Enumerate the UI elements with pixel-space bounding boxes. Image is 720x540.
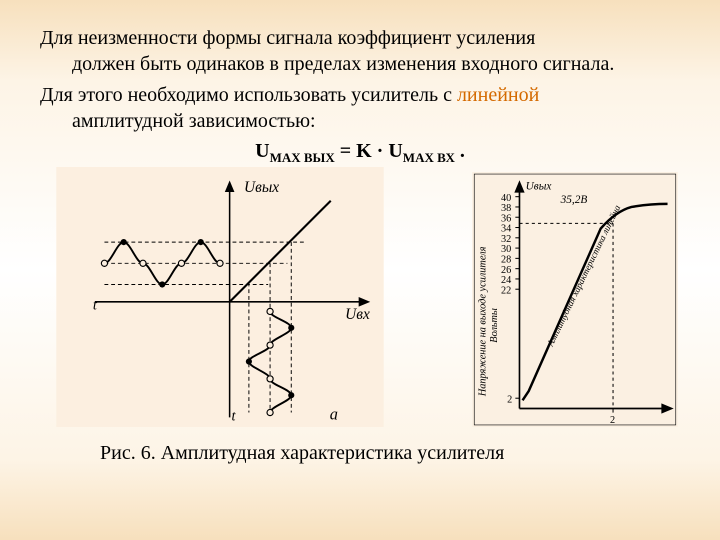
out-marker-open xyxy=(178,261,184,267)
in-marker-open xyxy=(267,376,273,382)
in-marker-fill xyxy=(246,359,252,365)
out-marker-open xyxy=(140,261,146,267)
x-label: Uвх xyxy=(345,307,370,324)
formula-sub-in: МАХ ВХ xyxy=(403,150,455,165)
y-label: Uвых xyxy=(244,179,279,196)
ytick-2-label: 2 xyxy=(507,395,512,406)
formula-eq: = K · xyxy=(335,140,389,162)
para2-rest: амплитудной зависимостью: xyxy=(40,109,680,135)
figure-row: Uвых Uвх t t а 40 xyxy=(40,172,680,432)
formula-U2: U xyxy=(388,140,402,162)
paragraph-2: Для этого необходимо использовать усилит… xyxy=(40,83,680,134)
figure-right: 40 38 36 34 32 30 28 26 24 22 2 2 xyxy=(470,172,680,432)
in-marker-fill xyxy=(288,325,294,331)
svg-text:22: 22 xyxy=(501,286,511,297)
para2-highlight: линейной xyxy=(457,84,539,106)
in-marker-open xyxy=(267,410,273,416)
formula-dot: . xyxy=(455,140,465,162)
r-unit: Вольты xyxy=(489,308,500,343)
para2-line1: Для этого необходимо использовать усилит… xyxy=(40,84,457,106)
out-marker-open xyxy=(101,261,107,267)
para1-rest: должен быть одинаков в пределах изменени… xyxy=(40,52,680,78)
para1-line1: Для неизменности формы сигнала коэффицие… xyxy=(40,27,535,49)
r-annot: 35,2В xyxy=(560,194,588,206)
slide-page: Для неизменности формы сигнала коэффицие… xyxy=(0,0,720,540)
sub-letter: а xyxy=(330,405,338,424)
in-marker-open xyxy=(267,309,273,315)
r-ytitle: Напряжение на выходе усилителя xyxy=(478,247,489,398)
left-bg xyxy=(56,167,383,427)
figure-caption: Рис. 6. Амплитудная характеристика усили… xyxy=(100,442,680,465)
figure-left: Uвых Uвх t t а xyxy=(40,167,400,432)
r-ylabel-top: Uвых xyxy=(526,181,552,193)
paragraph-1: Для неизменности формы сигнала коэффицие… xyxy=(40,26,680,77)
formula-sub-out: МАХ ВЫХ xyxy=(270,150,335,165)
formula-U1: U xyxy=(255,140,269,162)
in-marker-open xyxy=(267,342,273,348)
formula: UМАХ ВЫХ = K · UМАХ ВХ . xyxy=(40,140,680,166)
in-marker-fill xyxy=(288,393,294,399)
out-marker-fill xyxy=(159,282,165,288)
out-marker-fill xyxy=(121,239,127,245)
out-marker-fill xyxy=(198,239,204,245)
right-chart-svg: 40 38 36 34 32 30 28 26 24 22 2 2 xyxy=(470,172,680,427)
xtick-2-label: 2 xyxy=(610,415,615,426)
left-chart-svg: Uвых Uвх t t а xyxy=(40,167,400,427)
out-marker-open xyxy=(217,261,223,267)
